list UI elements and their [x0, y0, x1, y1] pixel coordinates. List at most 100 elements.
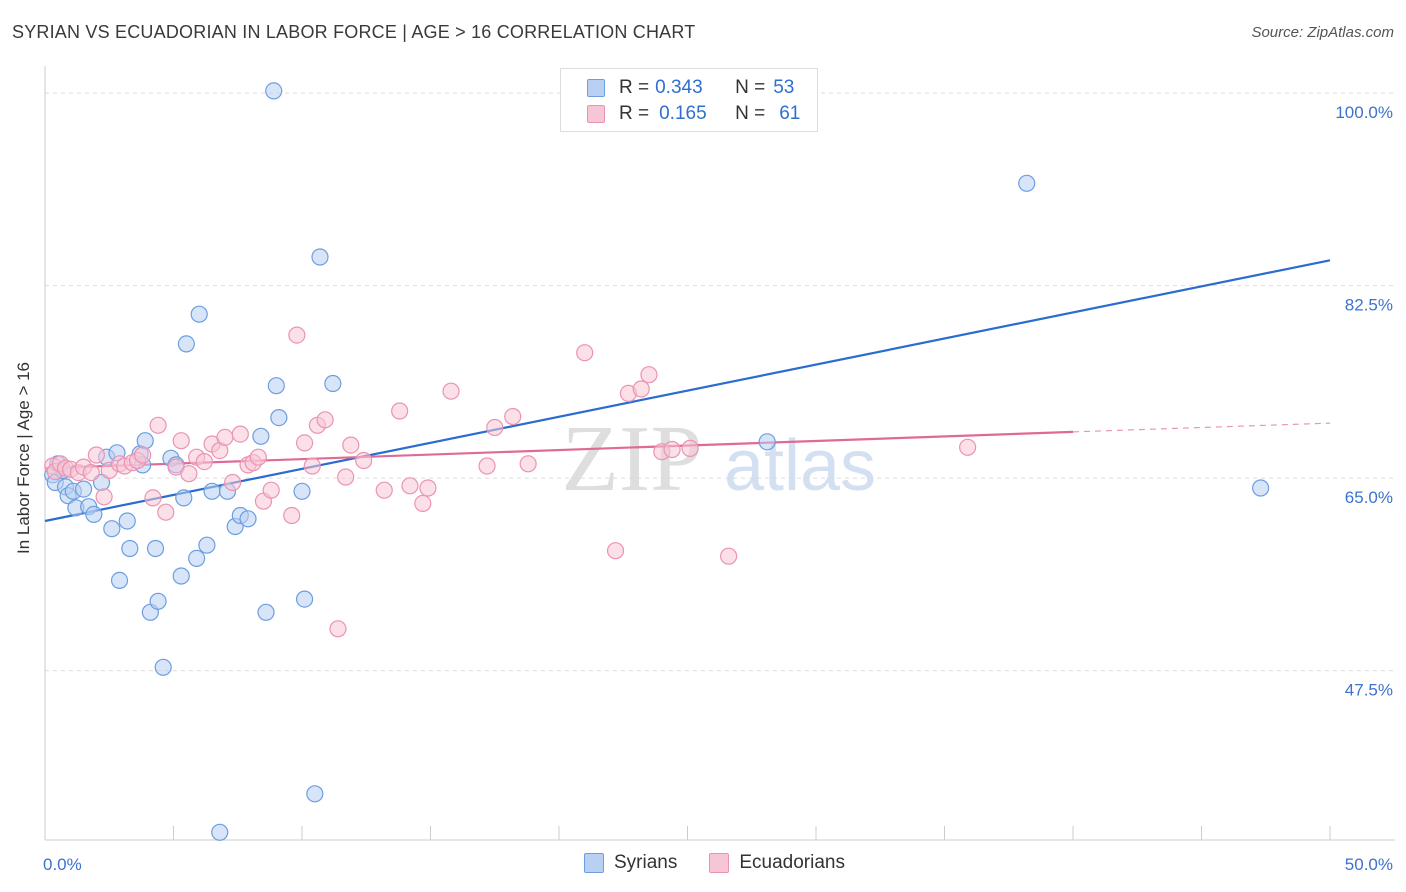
- ecuadorian-point-39: [316, 411, 334, 429]
- syrian-point-22: [146, 539, 165, 558]
- ecuadorian-point-46: [401, 477, 419, 495]
- syrian-point-41: [265, 82, 283, 100]
- syrian-point-8: [74, 480, 93, 498]
- watermark-atlas: atlas: [724, 426, 876, 506]
- series-legend-swatch-syrians: [584, 853, 604, 873]
- x-tick-label-0: 0.0%: [43, 855, 82, 874]
- ecuadorian-point-40: [329, 620, 347, 638]
- ecuadorian-point-60: [663, 440, 681, 459]
- points-layer: [44, 82, 1270, 841]
- legend-swatch-syrians: [587, 79, 605, 97]
- y-tick-label-2: 65.0%: [1345, 488, 1393, 507]
- ecuadorian-point-47: [414, 494, 432, 512]
- y-tick-label-1: 82.5%: [1345, 296, 1393, 315]
- syrian-trend-line: [44, 259, 1331, 523]
- syrian-point-42: [267, 377, 285, 395]
- ecuadorian-point-41: [337, 468, 355, 486]
- series-legend: Syrians Ecuadorians: [584, 852, 845, 874]
- ecuadorian-point-54: [576, 344, 594, 362]
- ecuadorian-point-51: [486, 418, 504, 437]
- ecuadorian-point-21: [180, 465, 198, 483]
- ecuadorian-point-20: [172, 432, 190, 450]
- syrian-point-33: [203, 482, 221, 500]
- ecuadorian-point-52: [504, 407, 522, 426]
- chart-source: Source: ZipAtlas.com: [1251, 24, 1394, 41]
- ecuadorian-point-36: [295, 434, 314, 452]
- syrian-point-39: [252, 427, 270, 445]
- legend-ecuadorians-r-label: R =: [619, 103, 650, 124]
- syrian-point-15: [110, 571, 129, 590]
- series-legend-syrians: Syrians: [614, 852, 678, 873]
- syrian-point-20: [136, 432, 154, 450]
- y-tick-label-0: 100.0%: [1335, 103, 1393, 122]
- ecuadorian-point-37: [303, 457, 321, 475]
- syrian-point-29: [177, 335, 195, 353]
- watermark: ZIP atlas: [562, 407, 877, 511]
- syrian-point-44: [293, 482, 311, 500]
- legend-row-syrians: R = 0.343 N = 53: [587, 76, 794, 100]
- tick-label-layer: 100.0% 82.5% 65.0% 47.5% 0.0% 50.0%: [43, 103, 1393, 874]
- syrian-point-46: [306, 785, 324, 803]
- ecuadorian-point-58: [640, 366, 658, 384]
- syrian-point-45: [295, 590, 314, 608]
- syrian-point-43: [270, 409, 288, 427]
- syrian-point-17: [121, 539, 139, 558]
- syrian-point-32: [198, 536, 216, 554]
- syrian-point-24: [154, 658, 172, 676]
- syrian-point-51: [1018, 174, 1036, 192]
- ecuadorian-point-33: [262, 481, 280, 499]
- ecuadorian-point-43: [355, 451, 373, 470]
- legend-syrians-r-label: R =: [619, 77, 650, 98]
- legend-ecuadorians-n-value: 61: [779, 103, 801, 124]
- ecuadorian-point-63: [959, 438, 977, 456]
- ecuadorian-point-48: [419, 479, 437, 497]
- ecuadorian-point-50: [478, 457, 496, 475]
- ecuadorian-point-55: [606, 542, 625, 560]
- x-tick-label-1: 50.0%: [1345, 855, 1393, 874]
- ecuadorian-point-44: [375, 481, 393, 499]
- ecuadorian-trend-extension: [1072, 422, 1331, 433]
- syrian-point-50: [758, 433, 776, 451]
- grid-layer: [45, 92, 1395, 672]
- legend-syrians-n-label: N =: [735, 77, 766, 98]
- trend-layer: [44, 259, 1331, 523]
- syrian-point-10: [85, 505, 103, 524]
- axis-layer: [44, 66, 1395, 841]
- ecuadorian-point-61: [681, 439, 699, 457]
- ecuadorian-point-15: [134, 446, 152, 464]
- ecuadorian-point-23: [195, 453, 213, 471]
- syrian-point-38: [239, 510, 257, 528]
- legend-swatch-ecuadorians: [587, 105, 605, 123]
- watermark-zip: ZIP: [562, 407, 703, 511]
- ecuadorian-point-7: [82, 464, 100, 482]
- ecuadorian-point-16: [144, 489, 162, 507]
- ecuadorian-point-28: [231, 425, 249, 443]
- legend-syrians-r-value: 0.343: [655, 77, 703, 98]
- series-legend-swatch-ecuadorians: [709, 853, 730, 873]
- legend-ecuadorians-n-label: N =: [735, 103, 766, 124]
- syrian-point-52: [1252, 479, 1270, 497]
- syrian-point-47: [311, 248, 329, 266]
- ecuadorian-point-18: [157, 503, 175, 521]
- syrian-point-23: [149, 592, 167, 610]
- ecuadorian-point-49: [442, 382, 460, 400]
- ecuadorian-trend-line: [44, 430, 1074, 470]
- y-tick-label-3: 47.5%: [1345, 681, 1393, 700]
- syrian-point-13: [103, 520, 121, 538]
- chart-title: SYRIAN VS ECUADORIAN IN LABOR FORCE | AG…: [12, 22, 696, 42]
- syrian-point-28: [175, 489, 193, 507]
- ecuadorian-point-45: [391, 402, 409, 420]
- ecuadorian-point-26: [216, 428, 234, 446]
- syrian-point-16: [118, 512, 136, 530]
- ecuadorian-point-8: [87, 446, 106, 464]
- ecuadorian-point-62: [720, 547, 738, 565]
- y-axis-label: In Labor Force | Age > 16: [14, 361, 33, 555]
- syrian-point-27: [172, 567, 190, 585]
- legend-row-ecuadorians: R = 0.165 N = 61: [587, 102, 800, 126]
- ecuadorian-point-27: [224, 473, 242, 492]
- ecuadorian-point-31: [249, 448, 267, 466]
- syrian-point-30: [188, 549, 206, 568]
- syrian-point-48: [324, 374, 342, 393]
- syrian-point-40: [257, 603, 275, 621]
